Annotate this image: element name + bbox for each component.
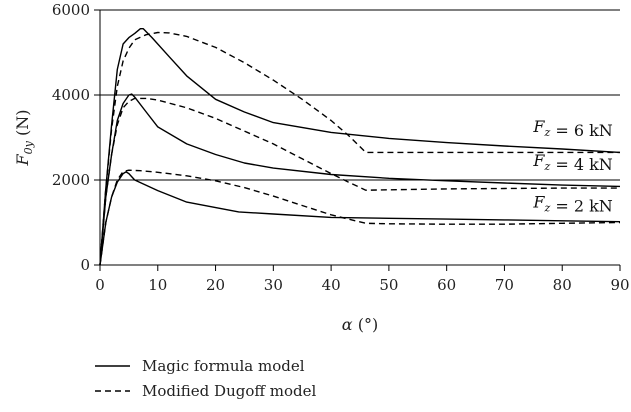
legend-label-dugoff: Modified Dugoff model <box>142 382 317 400</box>
annotation-1: Fz = 4 kN <box>532 151 612 174</box>
legend: Magic formula model Modified Dugoff mode… <box>95 357 317 400</box>
x-tick-label-0: 0 <box>95 276 105 294</box>
y-tick-label-1: 2000 <box>52 171 90 189</box>
ticks: 0 10 20 30 40 50 60 70 80 90 0 2000 4000 6000 <box>52 1 630 294</box>
series-magic-curve-0 <box>99 28 621 266</box>
y-tick-label-3: 6000 <box>52 1 90 19</box>
x-tick-label-6: 60 <box>437 276 456 294</box>
series-dugoff-curve-0 <box>99 31 620 266</box>
x-tick-label-7: 70 <box>495 276 514 294</box>
x-tick-label-1: 10 <box>148 276 167 294</box>
series-dugoff-curve-2 <box>99 169 621 266</box>
annotation-0: Fz = 6 kN <box>532 117 612 140</box>
y-tick-label-2: 4000 <box>52 86 90 104</box>
x-tick-label-5: 50 <box>379 276 398 294</box>
series-magic-curve-2 <box>99 171 621 266</box>
series-layer <box>99 28 621 266</box>
x-tick-label-2: 20 <box>206 276 225 294</box>
x-tick-label-9: 90 <box>610 276 629 294</box>
annotations: Fz = 6 kN Fz = 4 kN Fz = 2 kN <box>532 117 612 216</box>
x-tick-label-4: 40 <box>322 276 341 294</box>
grid <box>100 9 620 181</box>
series-dugoff-curve-1 <box>99 97 620 266</box>
legend-label-magic: Magic formula model <box>142 357 305 375</box>
x-tick-label-3: 30 <box>264 276 283 294</box>
axes <box>99 10 620 266</box>
x-tick-label-8: 80 <box>553 276 572 294</box>
y-axis-title: F0y (N) <box>13 110 35 167</box>
x-axis-title: α (°) <box>342 315 378 334</box>
annotation-2: Fz = 2 kN <box>532 193 612 216</box>
y-tick-label-0: 0 <box>80 256 90 274</box>
